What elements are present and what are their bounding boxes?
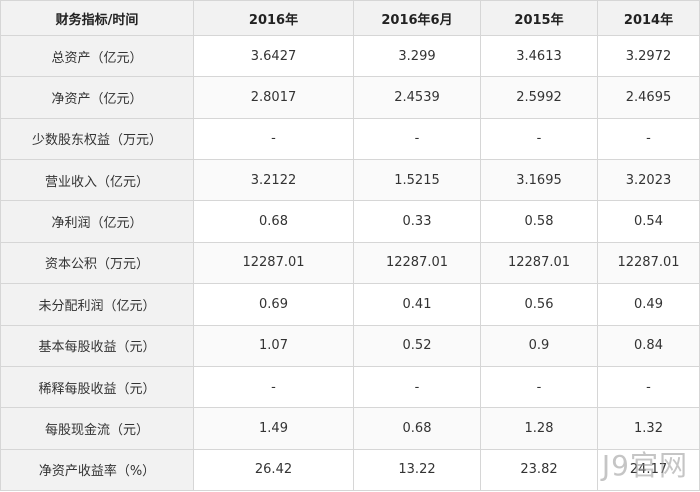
table-row: 每股现金流（元） 1.49 0.68 1.28 1.32 — [0, 407, 700, 450]
table-header-row: 财务指标/时间 2016年 2016年6月 2015年 2014年 — [0, 0, 700, 36]
table-cell: 1.49 — [193, 407, 354, 450]
table-cell: 2.8017 — [193, 76, 354, 119]
row-label: 净资产（亿元） — [0, 76, 194, 119]
table-cell: - — [193, 117, 354, 161]
table-cell: - — [353, 117, 481, 161]
table-cell: 0.52 — [353, 324, 481, 367]
table-row: 净利润（亿元） 0.68 0.33 0.58 0.54 — [0, 200, 700, 243]
table-cell: 3.299 — [353, 34, 481, 78]
table-cell: 1.07 — [193, 324, 354, 367]
table-cell: 12287.01 — [193, 241, 354, 285]
table-cell: 3.1695 — [480, 159, 598, 202]
row-label: 稀释每股收益（元） — [0, 365, 194, 409]
table-row: 总资产（亿元） 3.6427 3.299 3.4613 3.2972 — [0, 34, 700, 78]
row-label: 营业收入（亿元） — [0, 159, 194, 202]
column-header-2014: 2014年 — [597, 0, 700, 36]
table-cell: 2.4695 — [597, 76, 700, 119]
table-cell: 0.54 — [597, 200, 700, 243]
table-row: 稀释每股收益（元） - - - - — [0, 365, 700, 409]
table-cell: 3.2023 — [597, 159, 700, 202]
table-cell: 13.22 — [353, 448, 481, 492]
table-cell: 3.2972 — [597, 34, 700, 78]
table-cell: 2.5992 — [480, 76, 598, 119]
row-label: 资本公积（万元） — [0, 241, 194, 285]
row-label: 基本每股收益（元） — [0, 324, 194, 367]
column-header-2016-june: 2016年6月 — [353, 0, 481, 36]
table-cell: 2.4539 — [353, 76, 481, 119]
table-cell: - — [597, 117, 700, 161]
table-cell: 0.58 — [480, 200, 598, 243]
row-label: 未分配利润（亿元） — [0, 283, 194, 326]
table-row: 资本公积（万元） 12287.01 12287.01 12287.01 1228… — [0, 241, 700, 285]
table-cell: 0.56 — [480, 283, 598, 326]
table-cell: - — [193, 365, 354, 409]
table-cell: 1.28 — [480, 407, 598, 450]
table-cell: 26.42 — [193, 448, 354, 492]
table-row: 净资产收益率（%） 26.42 13.22 23.82 24.17 — [0, 448, 700, 492]
table-row: 基本每股收益（元） 1.07 0.52 0.9 0.84 — [0, 324, 700, 367]
table-cell: 0.9 — [480, 324, 598, 367]
table-cell: 0.84 — [597, 324, 700, 367]
table-cell: 3.6427 — [193, 34, 354, 78]
table-cell: - — [480, 117, 598, 161]
table-cell: - — [353, 365, 481, 409]
table-cell: - — [480, 365, 598, 409]
table-cell: 0.33 — [353, 200, 481, 243]
table-cell: 3.2122 — [193, 159, 354, 202]
table-row: 营业收入（亿元） 3.2122 1.5215 3.1695 3.2023 — [0, 159, 700, 202]
table-cell: 1.32 — [597, 407, 700, 450]
column-header-2015: 2015年 — [480, 0, 598, 36]
table-cell: 3.4613 — [480, 34, 598, 78]
table-cell: 0.68 — [193, 200, 354, 243]
column-header-2016: 2016年 — [193, 0, 354, 36]
column-header-indicator: 财务指标/时间 — [0, 0, 194, 36]
table-cell: 12287.01 — [353, 241, 481, 285]
table-cell: 23.82 — [480, 448, 598, 492]
table-cell: 0.68 — [353, 407, 481, 450]
row-label: 净资产收益率（%） — [0, 448, 194, 492]
table-cell: 12287.01 — [597, 241, 700, 285]
table-cell: 12287.01 — [480, 241, 598, 285]
table-row: 未分配利润（亿元） 0.69 0.41 0.56 0.49 — [0, 283, 700, 326]
table-cell: 0.69 — [193, 283, 354, 326]
table-cell: 0.41 — [353, 283, 481, 326]
table-row: 少数股东权益（万元） - - - - — [0, 117, 700, 161]
row-label: 少数股东权益（万元） — [0, 117, 194, 161]
table-row: 净资产（亿元） 2.8017 2.4539 2.5992 2.4695 — [0, 76, 700, 119]
table-cell: 24.17 — [597, 448, 700, 492]
row-label: 每股现金流（元） — [0, 407, 194, 450]
table-cell: - — [597, 365, 700, 409]
table-cell: 1.5215 — [353, 159, 481, 202]
row-label: 净利润（亿元） — [0, 200, 194, 243]
row-label: 总资产（亿元） — [0, 34, 194, 78]
table-cell: 0.49 — [597, 283, 700, 326]
